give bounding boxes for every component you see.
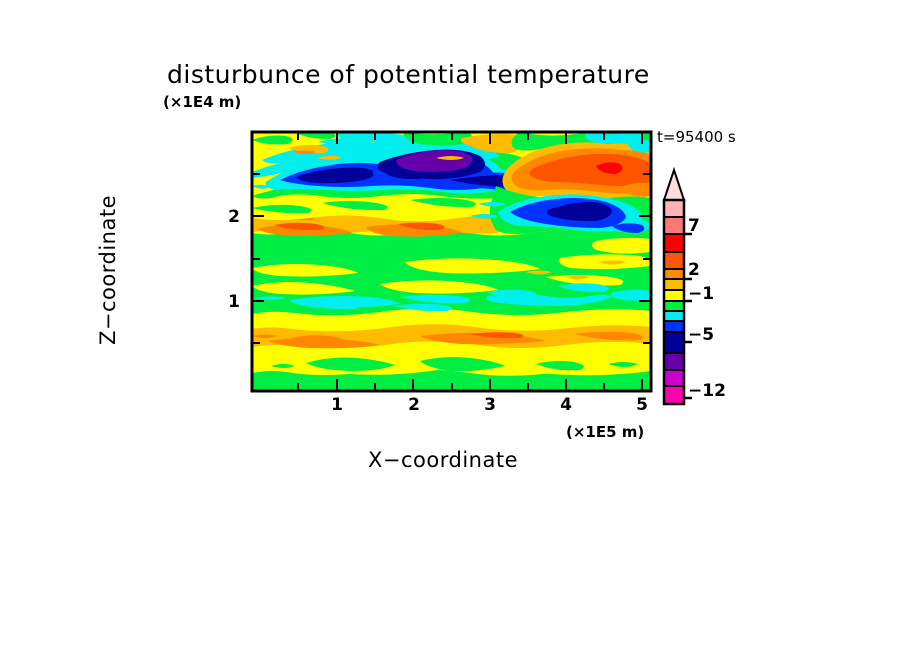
colorbar-dividers (664, 216, 684, 387)
x-tick-label-2: 2 (408, 395, 420, 415)
y-tick-label-2: 2 (228, 207, 240, 227)
colorbar-label-minus5: −5 (688, 325, 715, 345)
timestamp-annotation: t=95400 s (657, 128, 736, 146)
contour-field (252, 132, 651, 391)
x-axis-unit-label: (×1E5 m) (566, 423, 645, 441)
x-tick-label-1: 1 (331, 395, 343, 415)
y-axis-ticks (252, 173, 651, 344)
x-tick-label-4: 4 (560, 395, 572, 415)
x-tick-label-3: 3 (484, 395, 496, 415)
x-axis-ticks (297, 132, 643, 391)
y-axis-unit-label: (×1E4 m) (163, 93, 242, 111)
colorbar-label-7: 7 (688, 216, 700, 236)
colorbar-tick-marks (684, 232, 692, 400)
colorbar-arrow-tip (662, 166, 686, 201)
colorbar-swatches (664, 200, 684, 404)
page-title: disturbunce of potential temperature (167, 60, 650, 89)
colorbar-label-minus1: −1 (688, 284, 715, 304)
x-tick-label-5: 5 (636, 395, 648, 415)
colorbar (662, 166, 692, 406)
y-tick-label-1: 1 (228, 292, 240, 312)
colorbar-label-2: 2 (688, 260, 700, 280)
colorbar-label-minus12: −12 (688, 381, 726, 401)
x-axis-title: X−coordinate (368, 448, 518, 472)
